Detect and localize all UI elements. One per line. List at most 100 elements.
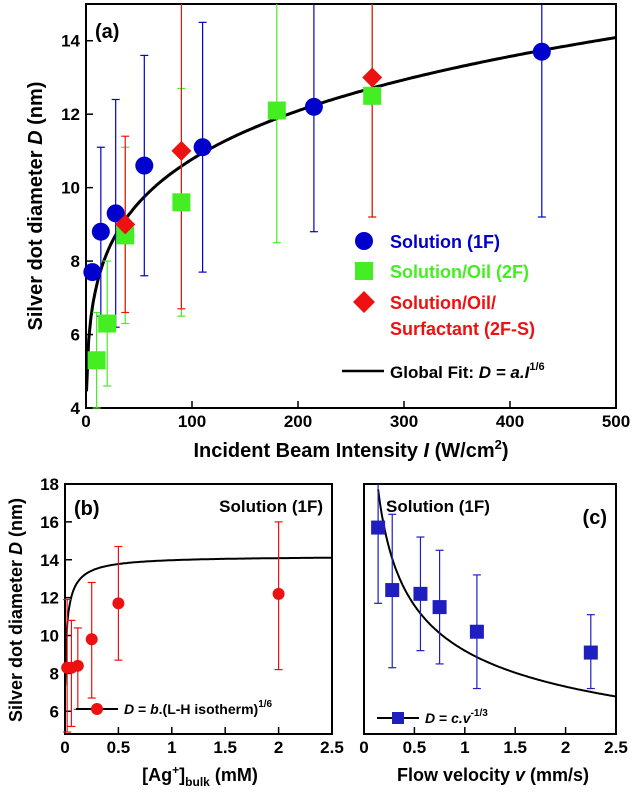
legend-label-global-fit: Global Fit: D = a.I1/6 bbox=[390, 361, 545, 382]
y-tick-label: 12 bbox=[61, 105, 80, 124]
x-tick-label: 0 bbox=[359, 738, 368, 757]
y-tick-label: 16 bbox=[40, 513, 59, 532]
data-point bbox=[272, 587, 285, 600]
fit-curve-c bbox=[377, 489, 617, 698]
legend-marker-c bbox=[392, 712, 404, 724]
legend-a: Solution (1F) Solution/Oil (2F) Solution… bbox=[342, 232, 545, 382]
data-point bbox=[413, 586, 428, 601]
x-tick-label: 400 bbox=[496, 412, 524, 431]
x-tick-label: 2.5 bbox=[320, 738, 344, 757]
x-tick-label: 1 bbox=[167, 738, 176, 757]
y-tick-label: 8 bbox=[50, 664, 59, 683]
legend-label-surfactant-line2: Surfactant (2F-S) bbox=[390, 319, 535, 339]
legend-label-surfactant-line1: Solution/Oil/ bbox=[390, 293, 496, 313]
annotation-c: Solution (1F) bbox=[386, 497, 490, 516]
fit-curve bbox=[377, 489, 617, 698]
data-point bbox=[583, 645, 598, 660]
y-tick-label: 14 bbox=[61, 32, 80, 51]
axis-ticks-a: 0 100 200 300 400 500 4 6 8 10 12 14 bbox=[61, 32, 630, 431]
axis-ticks-b: 0 0.5 1 1.5 2 2.5 6 8 10 12 14 16 18 bbox=[40, 475, 344, 757]
panel-c: 0 0.5 1 1.5 2 2.5 Solution (1F) (c) D = c.v-1… bbox=[359, 483, 628, 785]
data-point bbox=[112, 597, 125, 610]
y-axis-title-a: Silver dot diameter D (nm) bbox=[25, 82, 47, 331]
fit-curve bbox=[64, 556, 332, 686]
legend-label-b: D = b.(L-H isotherm)1/6 bbox=[124, 699, 273, 717]
x-axis-title-a: Incident Beam Intensity I (W/cm2) bbox=[193, 437, 508, 462]
y-tick-label: 18 bbox=[40, 475, 59, 494]
data-point bbox=[385, 583, 400, 598]
data-point bbox=[469, 624, 484, 639]
x-tick-label: 2 bbox=[561, 738, 570, 757]
legend-marker-surfactant-2f-s bbox=[353, 291, 375, 313]
panel-label-c: (c) bbox=[583, 507, 607, 529]
fit-curve-b bbox=[64, 556, 332, 686]
x-tick-label: 200 bbox=[284, 412, 312, 431]
y-tick-label: 12 bbox=[40, 589, 59, 608]
data-marks-a bbox=[83, 4, 551, 409]
data-point bbox=[171, 140, 192, 161]
data-point bbox=[363, 86, 382, 105]
data-point bbox=[98, 314, 117, 333]
plot-frame-c bbox=[363, 483, 617, 735]
data-point bbox=[87, 351, 106, 370]
x-tick-label: 300 bbox=[390, 412, 418, 431]
y-tick-label: 14 bbox=[40, 551, 59, 570]
data-point bbox=[135, 156, 154, 175]
legend-label-c: D = c.v-1/3 bbox=[425, 708, 488, 726]
fit-curve-a bbox=[85, 36, 617, 392]
data-point bbox=[83, 263, 102, 282]
x-tick-label: 1 bbox=[460, 738, 469, 757]
y-tick-label: 6 bbox=[50, 702, 59, 721]
x-tick-label: 2 bbox=[274, 738, 283, 757]
x-tick-label: 0.5 bbox=[403, 738, 427, 757]
data-marks-b bbox=[61, 521, 285, 733]
x-tick-label: 500 bbox=[602, 412, 630, 431]
data-point bbox=[532, 42, 551, 61]
y-tick-label: 6 bbox=[71, 326, 80, 345]
legend-label-solution-1f: Solution (1F) bbox=[390, 232, 500, 252]
x-tick-label: 100 bbox=[178, 412, 206, 431]
data-point bbox=[371, 520, 386, 535]
panel-a: 0 100 200 300 400 500 4 6 8 10 12 14 (a) Solution (… bbox=[25, 3, 630, 462]
plot-frame-a bbox=[85, 3, 617, 409]
x-tick-label: 2.5 bbox=[604, 738, 628, 757]
panel-label-b: (b) bbox=[74, 498, 100, 520]
y-tick-label: 8 bbox=[71, 252, 80, 271]
legend-b: D = b.(L-H isotherm)1/6 bbox=[76, 699, 273, 717]
legend-c: D = c.v-1/3 bbox=[377, 708, 488, 726]
data-point bbox=[432, 600, 447, 615]
y-tick-label: 4 bbox=[71, 399, 81, 418]
data-point bbox=[267, 101, 286, 120]
data-point bbox=[115, 214, 136, 235]
y-tick-label: 10 bbox=[61, 179, 80, 198]
data-point bbox=[172, 193, 191, 212]
data-point bbox=[85, 633, 98, 646]
annotation-b: Solution (1F) bbox=[219, 497, 323, 516]
legend-marker-b bbox=[91, 703, 103, 715]
data-point bbox=[116, 226, 135, 245]
y-axis-title-b: Silver dot diameter D (nm) bbox=[6, 498, 26, 722]
panel-label-a: (a) bbox=[95, 21, 119, 43]
x-tick-label: 1.5 bbox=[503, 738, 527, 757]
data-point bbox=[91, 222, 110, 241]
legend-label-solution-oil-2f: Solution/Oil (2F) bbox=[390, 262, 529, 282]
panel-b: 0 0.5 1 1.5 2 2.5 6 8 10 12 14 16 18 (b) Solution (1… bbox=[6, 475, 344, 789]
data-point bbox=[304, 97, 323, 116]
data-marks-c bbox=[371, 484, 598, 690]
x-axis-title-c: Flow velocity v (mm/s) bbox=[397, 765, 589, 785]
legend-marker-solution-1f bbox=[355, 232, 373, 250]
x-tick-label: 0 bbox=[60, 738, 69, 757]
x-axis-title-b: [Ag+]bulk (mM) bbox=[142, 763, 258, 789]
plot-frame-b bbox=[64, 483, 333, 735]
data-point bbox=[106, 204, 125, 223]
legend-marker-solution-oil-2f bbox=[355, 262, 373, 280]
x-tick-label: 1.5 bbox=[213, 738, 237, 757]
data-point bbox=[362, 67, 383, 88]
data-point bbox=[71, 659, 84, 672]
x-tick-label: 0 bbox=[81, 412, 90, 431]
x-tick-label: 0.5 bbox=[107, 738, 131, 757]
y-tick-label: 10 bbox=[40, 627, 59, 646]
data-point bbox=[193, 138, 212, 157]
axis-ticks-c: 0 0.5 1 1.5 2 2.5 bbox=[359, 727, 628, 757]
